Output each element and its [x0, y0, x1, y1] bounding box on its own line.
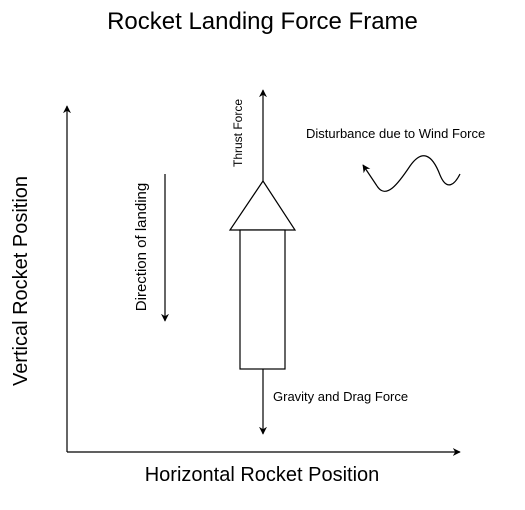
thrust-force-label: Thrust Force — [231, 99, 245, 167]
rocket-nose-cone — [228, 179, 297, 231]
diagram-title: Rocket Landing Force Frame — [107, 8, 418, 35]
rocket-body — [239, 229, 286, 370]
gravity-drag-label: Gravity and Drag Force — [273, 389, 408, 404]
x-axis-label: Horizontal Rocket Position — [145, 464, 380, 486]
rocket — [228, 179, 297, 370]
wind-disturbance-wave — [376, 155, 461, 192]
landing-direction-label: Direction of landing — [133, 183, 150, 311]
wind-arrow-head — [362, 164, 378, 187]
wind-disturbance-label: Disturbance due to Wind Force — [306, 126, 485, 141]
y-axis-label: Vertical Rocket Position — [10, 176, 32, 386]
